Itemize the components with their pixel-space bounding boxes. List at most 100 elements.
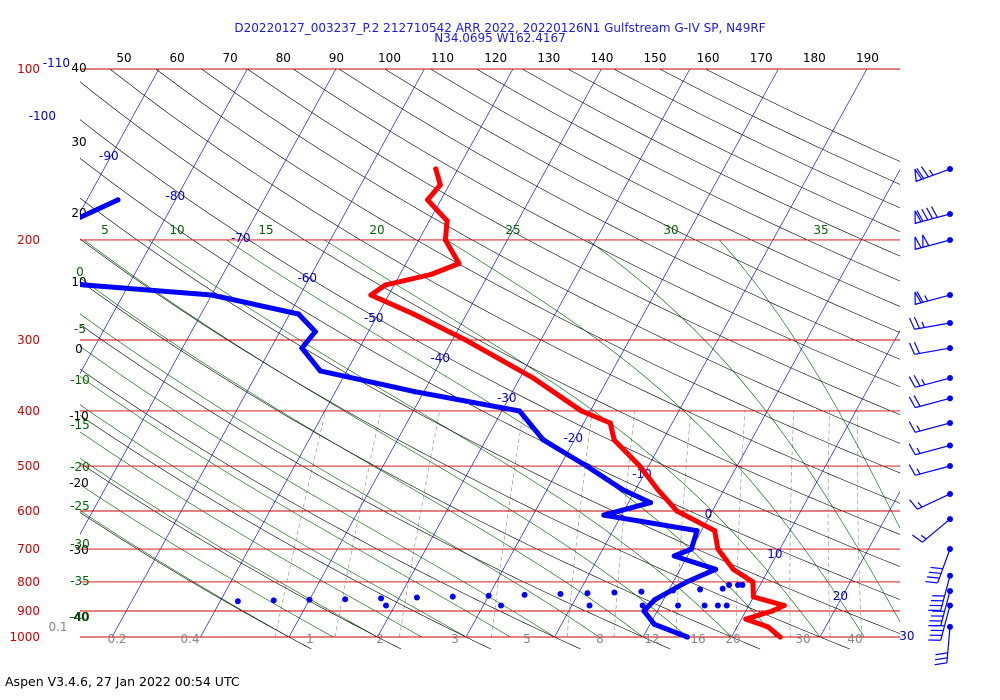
top-scale-label: 90 xyxy=(329,51,344,65)
dewpoint-profile-point xyxy=(671,553,677,559)
dewpoint-scatter-point xyxy=(413,594,420,601)
dry-adiabats xyxy=(80,68,900,650)
mixing-ratio-line xyxy=(857,410,863,638)
dewpoint-scatter-point xyxy=(734,582,741,589)
pressure-label: 300 xyxy=(17,333,40,347)
temperature-profile xyxy=(368,166,787,640)
moist-adiabat-label: 15 xyxy=(258,223,273,237)
mixing-ratio-label: 0.1 xyxy=(48,620,67,634)
top-scale-label: 190 xyxy=(856,51,879,65)
dry-adiabat xyxy=(80,238,850,650)
dewpoint-profile-point xyxy=(652,597,658,603)
wind-barb xyxy=(908,374,953,388)
wind-barb-staff xyxy=(917,493,951,510)
left-scale-label: 40 xyxy=(71,61,86,75)
dewpoint-profile-point xyxy=(208,292,215,298)
wind-barb-half xyxy=(920,534,927,540)
temperature-profile-point xyxy=(769,608,775,614)
dewpoint-scatter-point xyxy=(521,591,528,598)
wind-barb-staff xyxy=(940,590,951,626)
wind-barb-staff xyxy=(922,518,951,543)
wind-barb-full xyxy=(930,206,938,218)
top-scale-label: 130 xyxy=(537,51,560,65)
isotherm-label: -70 xyxy=(231,231,251,245)
dry-adiabat xyxy=(476,68,900,282)
wind-barb xyxy=(908,316,953,330)
wind-barb-staff xyxy=(946,626,951,663)
moist-adiabat-label: 10 xyxy=(169,223,184,237)
dewpoint-scatter-point xyxy=(485,592,492,599)
top-scale-label: 160 xyxy=(697,51,720,65)
pressure-label: 500 xyxy=(17,459,40,473)
wind-barb-half xyxy=(921,321,925,328)
dewpoint-profile-point xyxy=(81,282,87,288)
wind-barb-staff xyxy=(914,322,951,330)
top-scale-label: 50 xyxy=(116,51,131,65)
temperature-profile-point xyxy=(437,182,443,188)
dewpoint-scatter-point xyxy=(557,590,564,597)
mixing-ratio-label: 1 xyxy=(306,632,314,646)
temperature-profile-point xyxy=(637,463,643,469)
dewpoint-scatter-point xyxy=(306,596,313,603)
left-scale-label: -40 xyxy=(69,610,89,624)
mixing-ratio-label: 5 xyxy=(523,632,531,646)
moist-adiabat-label: 35 xyxy=(813,223,828,237)
temperature-profile-point xyxy=(433,166,439,172)
temperature-profile-point xyxy=(781,602,787,609)
top-scale-label: 100 xyxy=(378,51,401,65)
wind-barb xyxy=(914,291,953,306)
dewpoint-profile-point xyxy=(684,634,690,640)
dewpoint-profile-point xyxy=(583,463,590,469)
left-scale-label: 30 xyxy=(71,135,86,149)
dewpoint-profile-point xyxy=(29,249,34,254)
moist-adiabat-label: 25 xyxy=(505,223,520,237)
mixing-ratio-line xyxy=(491,410,524,638)
dewpoint-profile-point xyxy=(516,408,523,414)
pressure-label: 800 xyxy=(17,575,40,589)
isotherm-label: -40 xyxy=(430,351,450,365)
dry-adiabat-label: -5 xyxy=(74,322,86,336)
dry-adiabat xyxy=(80,81,900,535)
wind-barb-flag xyxy=(914,236,922,251)
dewpoint-scatter-point xyxy=(714,602,721,609)
wind-barb-staff xyxy=(915,377,951,388)
temperature-profile-point xyxy=(368,292,374,298)
dry-adiabat xyxy=(567,68,900,232)
dewpoint-scatter-point xyxy=(638,588,645,595)
isotherm-label: -90 xyxy=(99,149,119,163)
top-scale-label: 140 xyxy=(590,51,613,65)
mixing-ratio-label: 2 xyxy=(376,632,384,646)
isotherm-line xyxy=(80,68,337,535)
mixing-ratio-line xyxy=(789,410,794,638)
isotherm-label: -100 xyxy=(29,109,56,123)
wind-barb-full xyxy=(916,168,925,179)
temperature-profile-point xyxy=(611,437,617,443)
isotherm-label: 0 xyxy=(705,507,713,521)
dry-adiabat xyxy=(80,119,900,567)
temperature-profile-point xyxy=(777,634,783,640)
dry-adiabat-label: -30 xyxy=(70,537,90,551)
temperature-profile-point xyxy=(410,311,417,317)
left-scale-label: 0 xyxy=(75,342,83,356)
wind-barb xyxy=(914,166,953,183)
dewpoint-profile-point xyxy=(295,311,302,317)
dry-adiabat xyxy=(109,68,900,504)
dewpoint-scatter-point xyxy=(449,593,456,600)
dry-adiabat xyxy=(80,512,312,650)
wind-barb-half xyxy=(916,447,921,454)
moist-adiabat xyxy=(719,239,900,529)
dry-adiabat xyxy=(384,68,900,333)
wind-barb-full xyxy=(934,662,947,666)
wind-barb-full xyxy=(913,341,921,354)
temperature-profile-point xyxy=(530,375,536,381)
pressure-label: 600 xyxy=(17,504,40,518)
mixing-ratio-label: 20 xyxy=(725,632,740,646)
wind-barb-staff xyxy=(940,575,951,611)
wind-barb-full xyxy=(935,652,948,656)
wind-barb xyxy=(908,442,953,456)
wind-barb-staff xyxy=(915,444,951,456)
wind-barb xyxy=(934,623,953,666)
dewpoint-scatter-point xyxy=(701,602,708,609)
dewpoint-scatter-point xyxy=(739,582,746,589)
